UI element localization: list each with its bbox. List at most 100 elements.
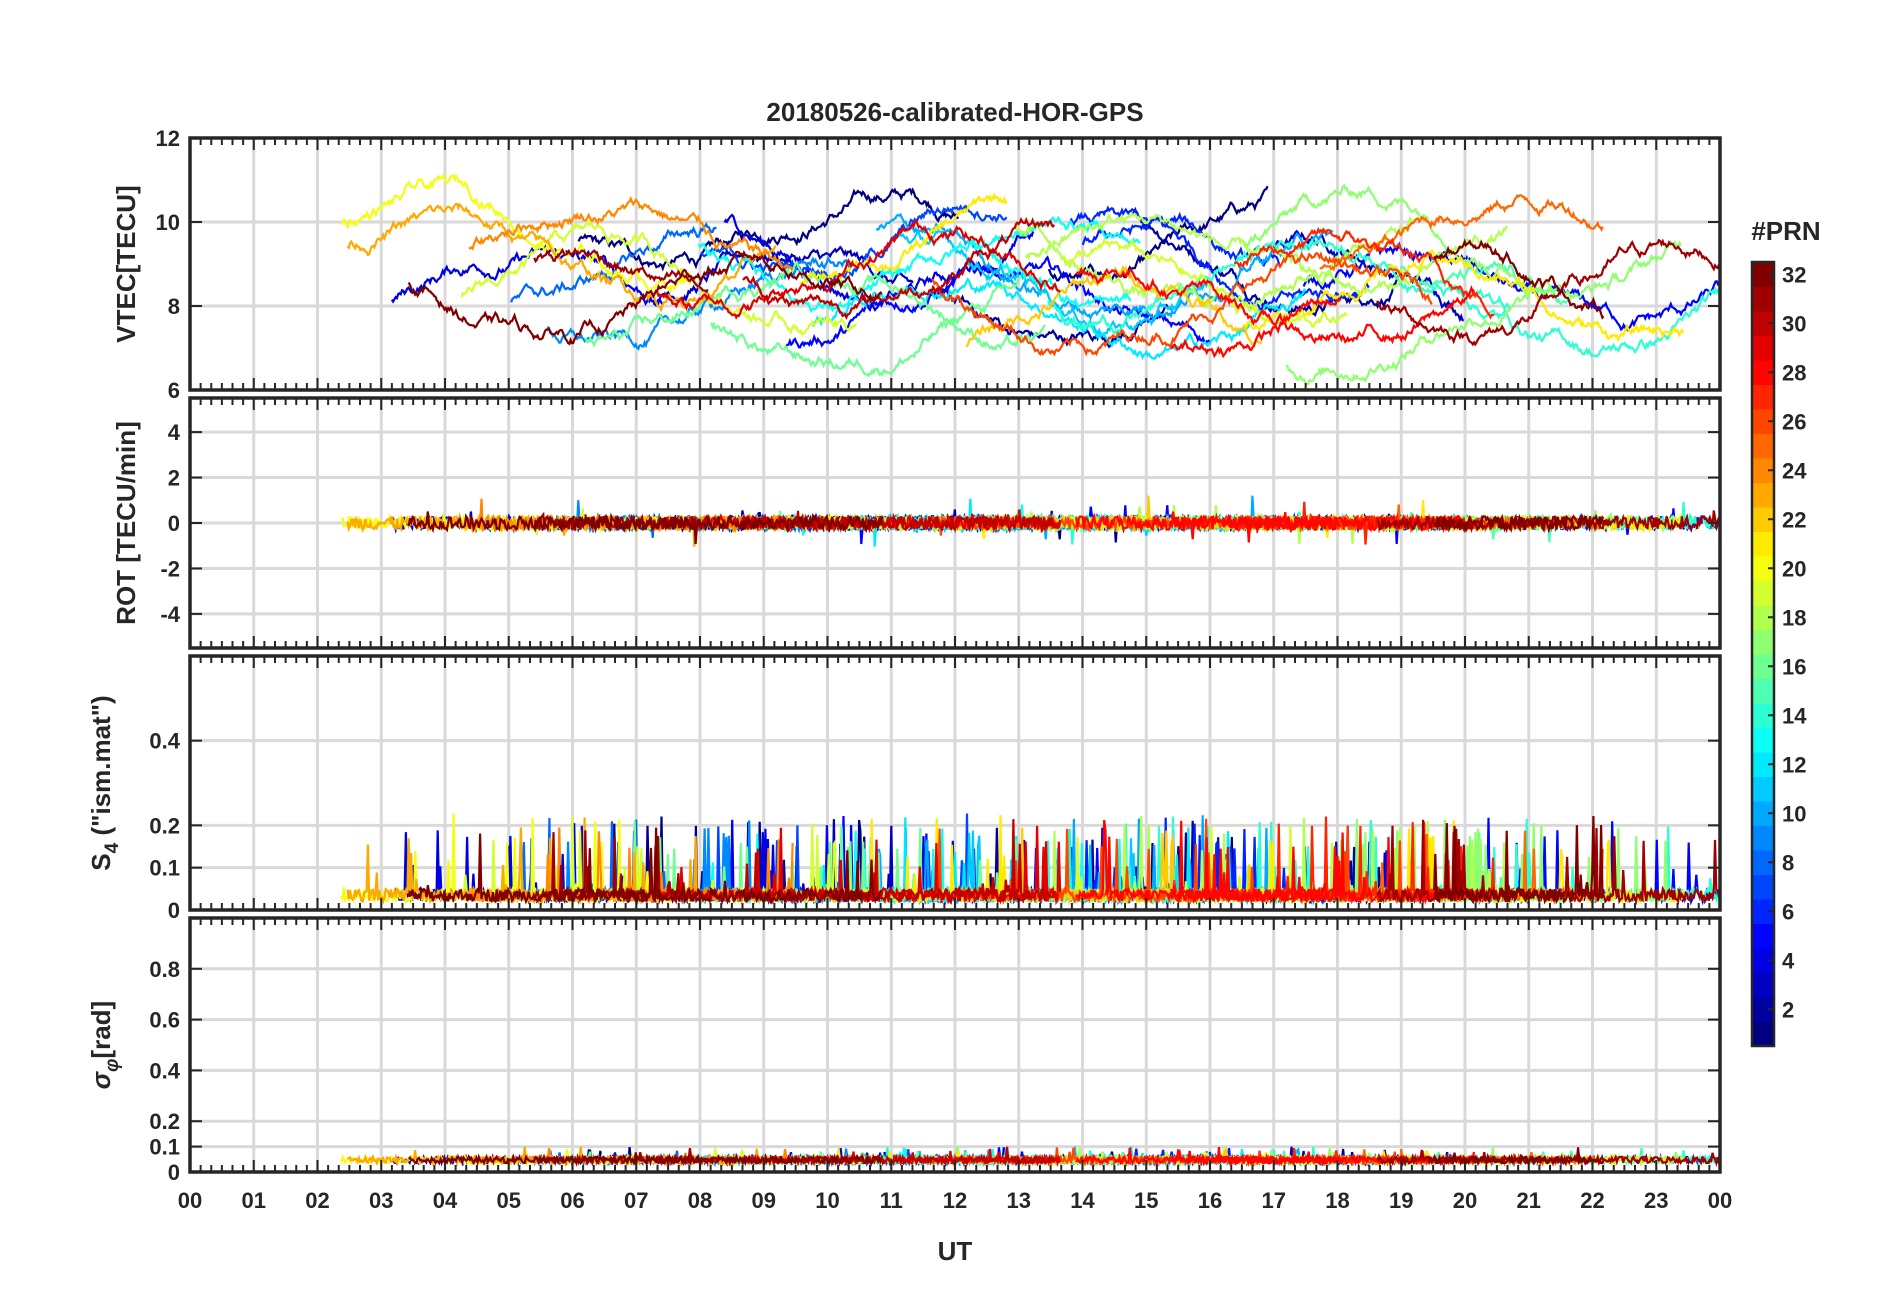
sigma-series-prn-28 [1170,1151,1342,1167]
vtec-y-axis-label: VTEC[TECU] [111,185,141,342]
x-tick-label: 04 [433,1188,458,1213]
x-tick-label: 12 [943,1188,967,1213]
s4-series-prn-32 [1433,815,1605,905]
sigma-panel: 00.10.2 0.4 0.6 0.8 [149,916,1722,1185]
colorbar-tick-label: 28 [1782,360,1806,385]
rot-y-axis-label: ROT [TECU/min] [111,421,141,625]
rot-series-prn-30 [742,510,1056,534]
vtec-series-prn-32 [1433,238,1605,320]
colorbar-segment [1752,727,1774,753]
vtec-series-prn-31 [1376,238,1720,347]
x-tick-label: 02 [305,1188,329,1213]
s4-y-axis-label: S4 ("ism.mat") [86,695,123,870]
vtec-series-prn-24 [468,195,794,273]
colorbar-segment [1752,482,1774,508]
colorbar-segment [1752,678,1774,704]
colorbar-segment [1752,262,1774,287]
vtec-series-prn-25 [1319,194,1604,272]
colorbar-segment [1752,972,1774,998]
vtec-series-prn-23 [346,202,777,313]
x-tick-label: 19 [1389,1188,1413,1213]
x-tick-label: 11 [880,1188,903,1213]
x-tick-label: 01 [242,1188,266,1213]
colorbar-segment [1752,409,1774,434]
x-tick-label: 17 [1262,1188,1286,1213]
colorbar-segment [1752,629,1774,655]
sigma-series-prn-30 [742,1146,1056,1167]
vtec-series-prn-28 [1171,297,1342,359]
x-tick-label: 06 [560,1188,584,1213]
vtec-series-prn-14 [1047,237,1511,337]
x-tick-label: 22 [1580,1188,1604,1213]
colorbar-tick-label: 30 [1782,311,1806,336]
s4-series-prn-31 [533,830,709,905]
x-tick-label: 13 [1007,1188,1031,1213]
colorbar-segment [1752,899,1774,924]
colorbar-segment [1752,433,1774,459]
colorbar-segment [1752,384,1774,410]
colorbar-segment [1752,1021,1774,1047]
sigma-y-tick-label: 0.1 [149,1135,180,1160]
colorbar-tick-label: 6 [1782,899,1794,924]
rot-y-tick-label: -2 [160,556,180,581]
x-tick-label: 05 [497,1188,521,1213]
s4-panel: 0 0.1 0.2 0.4 [149,654,1722,923]
vtec-y-tick-label: 12 [156,126,180,151]
sigma-y-axis-label: σφ[rad] [86,1001,123,1089]
vtec-series-prn-8 [510,222,717,303]
sigma-y-tick-label: 0.8 [149,957,180,982]
vtec-series-prn-9 [546,255,854,351]
s4-series-prn-32 [407,827,883,906]
vtec-series-prn-21 [799,192,1008,286]
rot-y-tick-label: -4 [160,602,180,627]
x-tick-label: 09 [752,1188,776,1213]
colorbar-frame [1750,260,1776,1048]
rot-series-prn-28 [1170,513,1342,543]
colorbar-segment [1752,531,1774,557]
colorbar-segment [1752,801,1774,826]
vtec-series-prn-7 [700,204,1008,284]
colorbar-tick-label: 2 [1782,997,1794,1022]
x-tick-label: 23 [1644,1188,1668,1213]
colorbar-tick-label: 12 [1782,752,1806,777]
rot-panel: -4 -2 0 2 4 [160,396,1722,650]
x-tick-label: 07 [624,1188,648,1213]
colorbar-segment [1752,703,1774,728]
s4-y-tick-label: 0.1 [149,856,180,881]
colorbar-tick-label: 8 [1782,850,1794,875]
s4-y-tick-label: 0.2 [149,813,180,838]
sigma-y-tick-label: 0 [168,1160,180,1185]
colorbar-tick-label: 10 [1782,801,1806,826]
x-tick-label: 08 [688,1188,712,1213]
colorbar-tick-label: 24 [1782,458,1807,483]
vtec-series-prn-10 [875,212,1334,322]
sigma-y-tick-label: 0.4 [149,1058,180,1083]
x-tick-label: 20 [1453,1188,1477,1213]
colorbar-segment [1752,605,1774,630]
x-tick-label: 18 [1325,1188,1349,1213]
colorbar-segment [1752,458,1774,483]
rot-series-prn-32 [407,511,883,545]
colorbar-segment [1752,654,1774,679]
colorbar-segment [1752,776,1774,802]
rot-y-tick-label: 0 [168,511,180,536]
rot-y-tick-label: 4 [168,420,181,445]
rot-series-prn-31 [1376,510,1720,534]
vtec-series-prn-17 [1285,285,1554,387]
colorbar-segment [1752,850,1774,875]
colorbar-segment [1752,286,1774,312]
vtec-series-prn-1 [577,187,960,272]
vtec-y-tick-label: 6 [168,378,180,403]
s4-series-prn-28 [1169,820,1342,906]
x-tick-label: 00 [1708,1188,1732,1213]
x-tick-label: 21 [1517,1188,1541,1213]
vtec-series-prn-32 [407,249,883,346]
x-tick-label: 00 [178,1188,202,1213]
colorbar-tick-label: 18 [1782,605,1806,630]
vtec-series-prn-26 [931,251,1433,357]
x-tick-label: 15 [1134,1188,1158,1213]
colorbar-segment [1752,997,1774,1022]
colorbar-tick-label: 14 [1782,703,1807,728]
rot-y-tick-label: 2 [168,466,180,491]
